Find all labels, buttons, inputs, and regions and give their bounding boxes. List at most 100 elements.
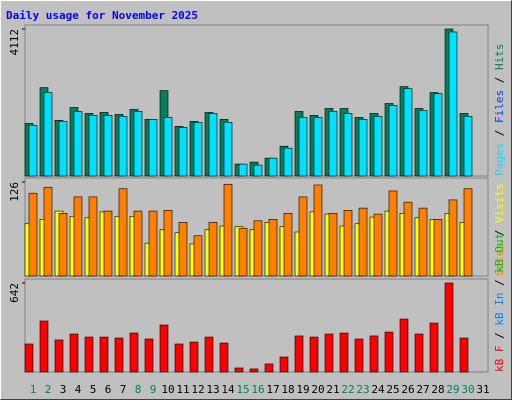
- bar: [339, 332, 349, 373]
- bar: [358, 119, 368, 177]
- bar: [54, 339, 64, 373]
- chart-title: Daily usage for November 2025: [6, 9, 198, 22]
- x-tick-label: 1: [30, 383, 37, 396]
- bar: [388, 105, 398, 177]
- bar: [133, 210, 143, 277]
- x-tick-label: 22: [341, 383, 354, 396]
- bar: [73, 196, 83, 277]
- bar: [24, 343, 34, 373]
- legend-entry: Files: [493, 90, 506, 123]
- bar: [193, 122, 203, 177]
- bar: [28, 192, 38, 277]
- bar: [28, 125, 38, 177]
- bar: [264, 363, 274, 373]
- bar: [418, 207, 428, 277]
- bar: [118, 116, 128, 177]
- x-tick-label: 14: [221, 383, 235, 396]
- legend-entry: Pages: [493, 143, 506, 176]
- bar: [43, 92, 53, 177]
- x-tick-label: 7: [120, 383, 127, 396]
- bar: [309, 336, 319, 373]
- bar: [118, 188, 128, 277]
- legend-entry: kB In: [493, 293, 506, 326]
- bar: [369, 335, 379, 373]
- bar: [103, 115, 113, 177]
- bar: [444, 282, 454, 373]
- bar: [43, 186, 53, 277]
- legend: Pages / Files / Hits: [493, 44, 506, 177]
- bar: [313, 184, 323, 277]
- bar: [268, 219, 278, 277]
- bar: [324, 333, 334, 373]
- bar: [99, 336, 109, 373]
- bar: [84, 336, 94, 373]
- x-tick-label: 29: [446, 383, 459, 396]
- bar: [433, 219, 443, 277]
- bar: [433, 93, 443, 177]
- x-tick-label: 9: [150, 383, 157, 396]
- bar: [373, 116, 383, 177]
- x-tick-label: 13: [206, 383, 219, 396]
- bar: [163, 117, 173, 177]
- bar: [343, 113, 353, 177]
- legend-separator: /: [493, 273, 506, 293]
- x-tick-label: 2: [45, 383, 52, 396]
- bar: [58, 121, 68, 177]
- bar: [448, 31, 458, 177]
- bar: [418, 110, 428, 177]
- y-tick-label: 642: [8, 283, 21, 303]
- bar: [178, 127, 188, 177]
- bar: [234, 367, 244, 373]
- x-tick-label: 31: [476, 383, 489, 396]
- bar: [129, 332, 139, 373]
- bar: [103, 210, 113, 277]
- bar: [193, 235, 203, 277]
- bar: [279, 356, 289, 373]
- bar: [174, 343, 184, 373]
- x-tick-label: 23: [356, 383, 369, 396]
- x-tick-label: 3: [60, 383, 67, 396]
- bar: [204, 336, 214, 373]
- x-tick-label: 25: [386, 383, 399, 396]
- bar: [358, 207, 368, 277]
- bar: [328, 111, 338, 177]
- bar: [459, 337, 469, 373]
- legend-separator: /: [493, 70, 506, 90]
- x-tick-label: 6: [105, 383, 112, 396]
- bar: [223, 183, 233, 277]
- x-tick-label: 24: [371, 383, 385, 396]
- x-tick-label: 8: [135, 383, 142, 396]
- bar: [189, 341, 199, 373]
- bar: [313, 117, 323, 177]
- bar: [298, 117, 308, 177]
- bar: [253, 220, 263, 277]
- y-tick-label: 126: [8, 182, 21, 202]
- bar: [354, 338, 364, 373]
- bar: [388, 190, 398, 277]
- legend: Sites / Visits: [493, 183, 506, 276]
- bar: [238, 227, 248, 277]
- x-tick-label: 11: [176, 383, 189, 396]
- bar: [208, 221, 218, 277]
- bar: [414, 333, 424, 373]
- legend: kB F / kB In / kB Out: [493, 233, 506, 372]
- bar: [268, 157, 278, 177]
- x-tick-label: 26: [401, 383, 414, 396]
- bar: [159, 324, 169, 373]
- bar: [283, 213, 293, 277]
- bar: [343, 210, 353, 277]
- x-tick-label: 17: [266, 383, 279, 396]
- bar: [69, 333, 79, 373]
- bar: [88, 196, 98, 277]
- legend-entry: Visits: [493, 183, 506, 223]
- x-tick-label: 27: [416, 383, 429, 396]
- bar: [249, 368, 259, 373]
- bar: [373, 213, 383, 277]
- x-tick-label: 15: [236, 383, 249, 396]
- x-tick-label: 20: [311, 383, 324, 396]
- legend-entry: Hits: [493, 44, 506, 71]
- bar: [208, 113, 218, 177]
